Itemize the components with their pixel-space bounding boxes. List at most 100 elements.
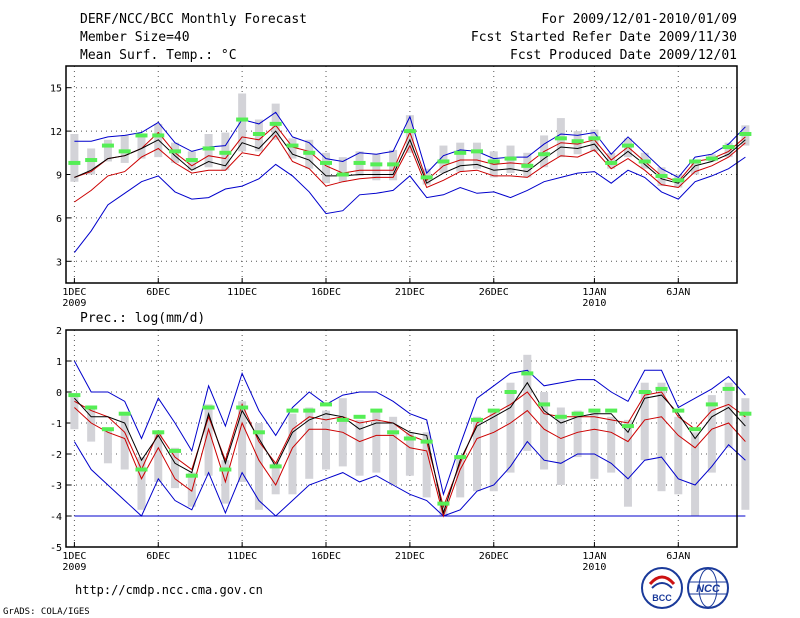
temp-member-bar — [154, 123, 163, 158]
temp-member-bar — [691, 160, 700, 175]
header-variable: Mean Surf. Temp.: °C — [80, 48, 237, 63]
temp-median-marker — [605, 160, 618, 165]
temp-member-bar — [338, 157, 347, 182]
precip-member-bar — [305, 407, 314, 479]
temp-xtick-label: 11DEC — [227, 287, 257, 298]
precip-ytick-label: -4 — [50, 512, 62, 523]
temp-xtick-label: 21DEC — [395, 287, 425, 298]
precip-median-marker — [454, 455, 467, 460]
temp-member-bar — [456, 142, 465, 172]
precip-member-bar — [389, 416, 398, 485]
precip-member-bar — [707, 395, 716, 473]
precip-member-bar — [489, 410, 498, 492]
temp-plot-frame — [65, 65, 738, 284]
temp-median-marker — [420, 175, 433, 180]
temp-member-bar — [372, 154, 381, 181]
precip-member-bar — [103, 429, 112, 464]
temp-member-bar — [70, 133, 79, 182]
temp-median-marker — [538, 152, 551, 157]
precip-median-marker — [504, 390, 517, 394]
precip-member-bar — [271, 463, 280, 495]
precip-min-line — [73, 440, 746, 517]
precip-member-bar — [204, 404, 213, 476]
bcc-logo-text: BCC — [652, 593, 672, 603]
precip-mean-line — [74, 381, 746, 515]
precip-median-marker — [85, 405, 98, 410]
precip-median-marker — [269, 464, 282, 469]
precip-median-marker — [68, 393, 81, 398]
precip-median-marker — [118, 411, 131, 416]
precip-member-bar — [171, 447, 180, 489]
temp-median-marker — [353, 160, 366, 165]
temp-median-marker — [621, 143, 634, 148]
precip-member-bar — [590, 410, 599, 479]
temp-median-marker — [252, 131, 265, 136]
temp-median-marker — [722, 145, 735, 150]
precip-member-bar — [355, 419, 364, 476]
precip-member-bar — [422, 432, 431, 498]
precip-member-bar — [640, 382, 649, 461]
precip-ytick-label: -1 — [50, 419, 62, 430]
precip-median-marker — [202, 405, 215, 410]
precip-max-line — [73, 360, 746, 497]
temp-xtick-label: 6DEC — [146, 287, 170, 298]
temp-median-marker — [470, 149, 483, 154]
precip-member-bar — [120, 413, 129, 470]
temp-median-marker — [387, 162, 400, 167]
ncc-logo-text: NCC — [696, 583, 721, 595]
temp-median-marker — [219, 150, 232, 155]
precip-year-label: 2010 — [582, 562, 606, 573]
precip-year-label: 2009 — [62, 562, 86, 573]
precip-xtick-label: 6JAN — [666, 551, 690, 562]
precip-median-marker — [655, 386, 668, 391]
temp-median-marker — [202, 146, 215, 151]
precip-xtick-label: 1DEC — [62, 551, 86, 562]
precip-member-bar — [691, 432, 700, 516]
temp-median-marker — [403, 129, 416, 134]
precip-median-marker — [605, 408, 618, 413]
precip-panel-title: Prec.: log(mm/d) — [80, 311, 205, 326]
precip-median-marker — [286, 408, 299, 413]
precip-xtick-label: 16DEC — [311, 551, 341, 562]
precip-median-marker — [739, 411, 752, 416]
precip-member-bar — [607, 416, 616, 473]
temp-median-marker — [655, 173, 668, 178]
temp-member-bar — [103, 139, 112, 162]
precip-median-marker — [320, 402, 333, 407]
temp-median-marker — [689, 159, 702, 164]
precip-member-bar — [674, 416, 683, 495]
temp-median-marker — [152, 133, 165, 138]
precip-member-bar — [238, 401, 247, 482]
temp-year-label: 2009 — [62, 298, 86, 309]
precip-member-bar — [523, 354, 532, 451]
temp-member-bar — [120, 135, 129, 163]
temp-xtick-label: 16DEC — [311, 287, 341, 298]
temp-median-marker — [135, 133, 148, 138]
precip-member-bar — [439, 503, 448, 516]
precip-ytick-label: 0 — [56, 388, 62, 399]
precip-median-marker — [336, 417, 349, 422]
header-period: For 2009/12/01-2010/01/09 — [541, 12, 737, 27]
temp-median-marker — [320, 160, 333, 165]
precip-xtick-label: 21DEC — [395, 551, 425, 562]
precip-member-bar — [405, 432, 414, 476]
precip-median-marker — [370, 408, 383, 413]
precip-member-bar — [472, 416, 481, 492]
grads-credit: GrADS: COLA/IGES — [3, 607, 90, 617]
precip-median-marker — [101, 427, 114, 432]
precip-median-marker — [135, 467, 148, 472]
precip-member-bar — [254, 423, 263, 510]
precip-median-marker — [538, 402, 551, 407]
precip-ytick-label: -2 — [50, 450, 62, 461]
temp-member-bar — [439, 145, 448, 174]
precip-ytick-label: 1 — [56, 357, 62, 368]
precip-median-marker — [152, 430, 165, 435]
temp-median-marker — [370, 162, 383, 167]
temp-min-line — [74, 156, 746, 253]
temp-xtick-label: 26DEC — [479, 287, 509, 298]
precip-member-bar — [540, 392, 549, 470]
header-produced-date: Fcst Produced Date 2009/12/01 — [510, 48, 737, 63]
temp-median-marker — [85, 158, 98, 163]
precip-median-marker — [169, 448, 182, 453]
temp-ytick-label: 9 — [56, 171, 62, 182]
